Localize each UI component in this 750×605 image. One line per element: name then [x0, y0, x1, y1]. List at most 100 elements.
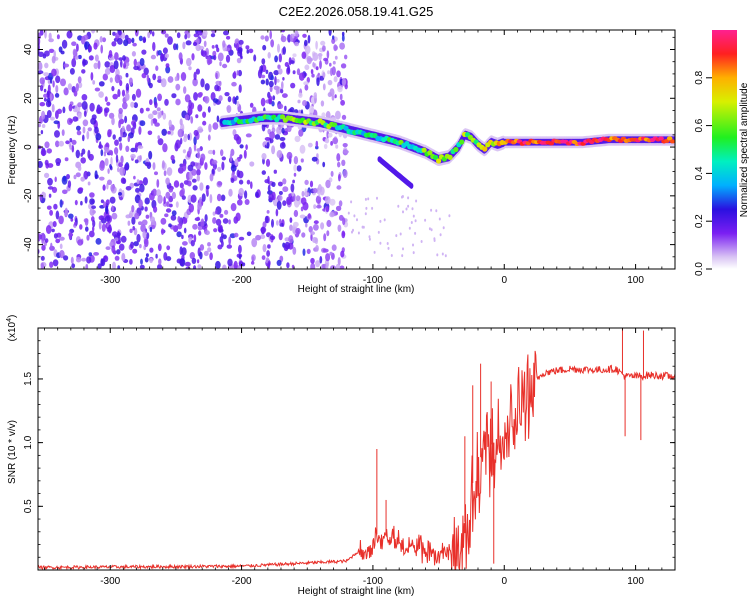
noise-speck	[112, 93, 118, 100]
noise-speck	[324, 138, 330, 144]
noise-speck	[341, 159, 346, 166]
noise-speck	[56, 162, 61, 166]
noise-speck	[269, 131, 275, 140]
noise-speck	[46, 205, 52, 210]
noise-speck	[298, 129, 304, 137]
noise-speck	[97, 60, 101, 70]
noise-speck	[111, 41, 117, 47]
noise-speck	[86, 234, 90, 241]
noise-speck	[334, 55, 338, 60]
noise-speck	[287, 64, 290, 74]
noise-speck	[234, 38, 240, 45]
noise-speck	[174, 76, 178, 82]
noise-speck	[311, 73, 315, 78]
noise-speck	[224, 209, 229, 215]
noise-speck	[204, 230, 210, 236]
noise-speck	[71, 263, 76, 269]
noise-speck	[195, 68, 200, 75]
noise-speck	[50, 116, 55, 121]
noise-speck	[277, 103, 284, 110]
noise-speck	[428, 227, 431, 231]
noise-speck	[116, 249, 121, 255]
noise-speck	[286, 151, 293, 160]
noise-speck	[145, 253, 149, 258]
noise-speck	[43, 97, 47, 102]
noise-speck	[73, 108, 78, 113]
snr-panel: -300 -200 -100 0 100 0.5 1.0 1.5 Height of stra…	[6, 315, 676, 597]
noise-speck	[430, 208, 433, 212]
noise-speck	[353, 214, 356, 218]
noise-speck	[266, 210, 270, 214]
noise-speck	[160, 228, 165, 236]
noise-speck	[343, 79, 347, 84]
noise-speck	[438, 217, 441, 221]
noise-speck	[110, 156, 113, 166]
noise-speck	[160, 30, 167, 35]
noise-speck	[170, 214, 177, 221]
noise-speck	[368, 237, 371, 241]
noise-speck	[315, 40, 318, 50]
noise-speck	[205, 185, 210, 190]
noise-speck	[175, 43, 179, 51]
noise-speck	[99, 176, 105, 181]
noise-speck	[251, 254, 256, 262]
noise-speck	[228, 236, 232, 245]
noise-speck	[306, 56, 312, 65]
noise-speck	[281, 30, 285, 33]
noise-speck	[246, 49, 250, 54]
noise-speck	[311, 96, 315, 105]
noise-speck	[149, 99, 153, 106]
noise-speck	[38, 160, 43, 169]
noise-speck	[297, 99, 301, 104]
noise-speck	[136, 233, 141, 243]
y-tick-label: -40	[23, 237, 34, 252]
noise-speck	[322, 263, 327, 269]
noise-speck	[209, 252, 213, 261]
noise-speck	[149, 226, 153, 233]
noise-speck	[322, 45, 326, 52]
noise-speck	[259, 234, 266, 239]
noise-speck	[327, 132, 333, 138]
y-tick-label: 1.5	[23, 372, 34, 386]
noise-speck	[261, 58, 266, 65]
noise-speck	[336, 185, 342, 190]
noise-speck	[130, 147, 136, 153]
noise-speck	[54, 176, 57, 183]
noise-speck	[323, 233, 327, 242]
noise-speck	[298, 72, 305, 81]
noise-speck	[93, 252, 99, 256]
noise-speck	[227, 96, 232, 103]
noise-speck	[75, 83, 79, 92]
noise-speck	[313, 220, 319, 225]
noise-speck	[138, 35, 143, 42]
noise-speck	[276, 200, 282, 210]
noise-speck	[185, 30, 188, 33]
noise-speck	[233, 70, 237, 79]
noise-speck	[323, 57, 329, 62]
noise-speck	[248, 48, 254, 54]
noise-speck	[50, 242, 53, 250]
noise-speck	[149, 30, 153, 35]
noise-speck	[260, 35, 265, 40]
noise-speck	[136, 179, 140, 185]
noise-speck	[336, 153, 341, 162]
noise-speck	[293, 221, 299, 228]
noise-speck	[173, 180, 180, 188]
noise-speck	[288, 235, 294, 244]
noise-speck	[275, 208, 279, 217]
noise-speck	[202, 30, 208, 37]
noise-speck	[154, 122, 160, 127]
noise-speck	[197, 264, 202, 269]
noise-speck	[341, 34, 345, 42]
noise-speck	[210, 33, 216, 38]
noise-speck	[93, 62, 99, 69]
noise-speck	[152, 73, 157, 81]
noise-speck	[139, 183, 145, 193]
noise-speck	[313, 223, 319, 231]
noise-speck	[292, 179, 295, 184]
noise-speck	[119, 142, 123, 151]
noise-speck	[76, 130, 82, 136]
noise-speck	[176, 32, 181, 39]
noise-speck	[197, 126, 204, 134]
noise-speck	[132, 248, 138, 254]
